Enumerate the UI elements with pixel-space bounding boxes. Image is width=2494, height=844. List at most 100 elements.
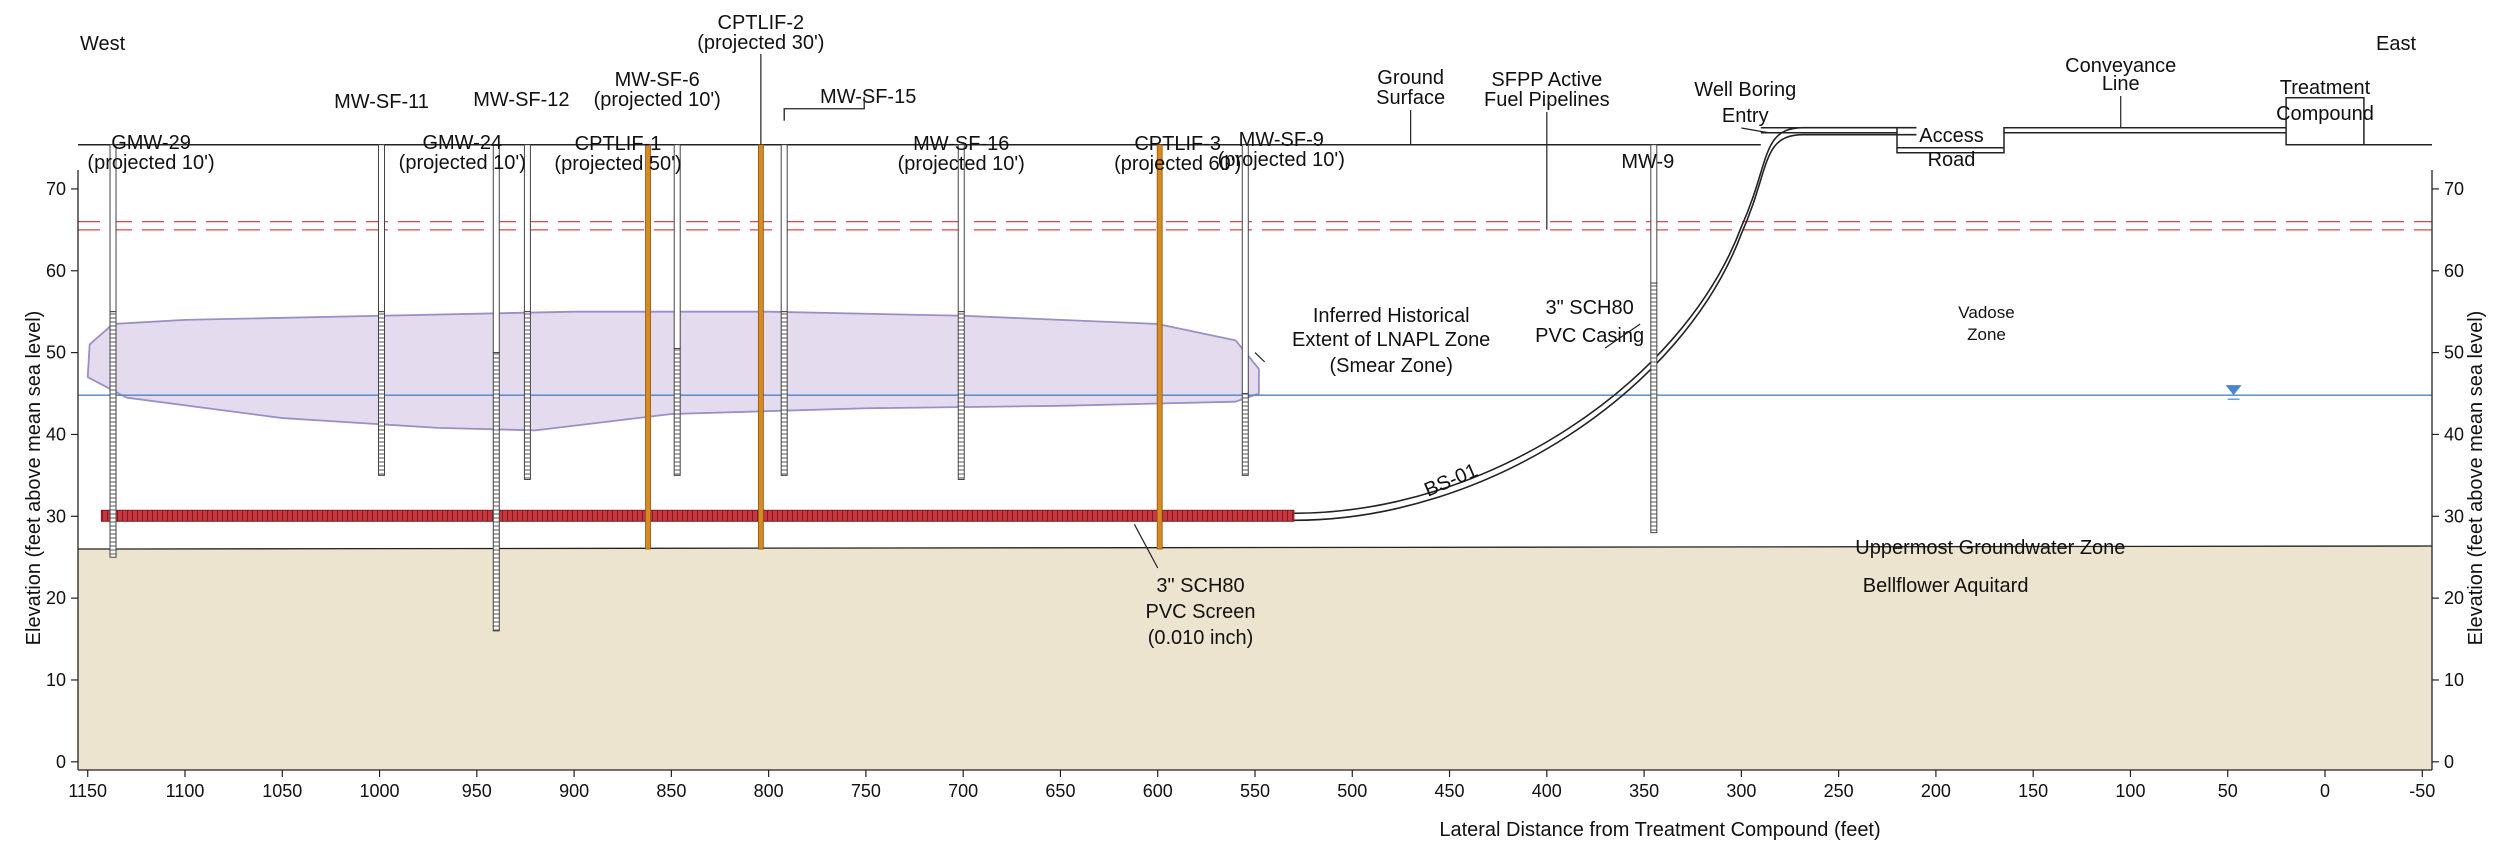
ground-surface-label: Ground [1377, 67, 1444, 89]
cpt-sublabel: (projected 30') [697, 32, 824, 54]
well-boring-casing-outer [1293, 126, 1917, 515]
x-tick-label: 1100 [166, 781, 205, 801]
cpt-label: CPTLIF-2 [718, 12, 805, 34]
pvc-screen-label: 3" SCH80 [1156, 575, 1244, 597]
x-axis-title: Lateral Distance from Treatment Compound… [1439, 819, 1880, 841]
pvc-casing-label: 3" SCH80 [1545, 297, 1633, 319]
x-tick-label: 850 [656, 781, 686, 801]
well-screen [957, 311, 965, 480]
leader-line [783, 96, 865, 121]
x-tick-label: 0 [2320, 781, 2330, 801]
well-boring-casing-inner [1293, 133, 1917, 522]
y-tick-label: 0 [2444, 752, 2454, 772]
well-casing [377, 144, 385, 313]
cpt-boring [757, 144, 764, 550]
well-casing [780, 144, 788, 313]
vadose-zone-label: Zone [1967, 325, 2006, 344]
well-screen [109, 311, 117, 558]
well-sublabel: (projected 10') [898, 153, 1025, 175]
well-screen [377, 311, 385, 476]
conveyance-line [1760, 126, 2287, 154]
y-tick-label: 30 [2444, 506, 2464, 526]
x-tick-label: 550 [1240, 781, 1270, 801]
bs01-label: BS-01 [1421, 459, 1481, 501]
y-tick-label: 0 [56, 752, 66, 772]
feature-labels: GMW-29(projected 10')MW-SF-11GMW-24(proj… [87, 12, 2374, 649]
well-label: MW-SF-11 [334, 91, 429, 113]
well-screen [780, 311, 788, 476]
bellflower-aquitard-fill [78, 546, 2432, 770]
y-tick-label: 20 [46, 588, 66, 608]
monitoring-wells [109, 144, 1658, 632]
aquitard-label: Bellflower Aquitard [1863, 575, 2029, 597]
cpt-sublabel: (projected 60') [1114, 153, 1241, 175]
well-label: GMW-29 [111, 132, 191, 154]
x-tick-label: 1050 [262, 781, 302, 801]
x-tick-label: 950 [462, 781, 492, 801]
pvc-screen-label: PVC Screen [1145, 601, 1255, 623]
y-tick-label: 20 [2444, 588, 2464, 608]
well-casing [492, 144, 500, 354]
y-tick-label: 60 [2444, 261, 2464, 281]
aquitard-top-line [77, 545, 2433, 550]
ground-surface-label: Surface [1376, 87, 1445, 109]
east-label: East [2376, 33, 2416, 55]
west-label: West [80, 33, 126, 55]
well-label: MW-SF-15 [820, 86, 916, 108]
well-label: MW-SF-9 [1239, 129, 1324, 151]
cpt-sublabel: (projected 50') [554, 153, 681, 175]
pvc-casing-label: PVC Casing [1535, 325, 1644, 347]
leader-line [1604, 323, 1641, 349]
well-boring-entry-label: Well Boring [1694, 79, 1796, 101]
cpt-boring [1156, 144, 1163, 550]
x-tick-label: 900 [559, 781, 589, 801]
x-tick-label: 200 [1921, 781, 1951, 801]
x-tick-label: 250 [1824, 781, 1854, 801]
well-label: MW-SF-16 [913, 133, 1009, 155]
conveyance-line-label: Line [2102, 73, 2140, 95]
groundwater-zone-label: Uppermost Groundwater Zone [1855, 537, 2125, 559]
lnapl-label: Extent of LNAPL Zone [1292, 329, 1490, 351]
x-tick-label: 400 [1532, 781, 1562, 801]
leader-line [1254, 352, 1266, 363]
cpt-boring [645, 144, 651, 550]
y-tick-label: 70 [46, 179, 66, 199]
horizontal-pvc-screen [100, 509, 1295, 522]
axis-ticks: 1150 1100 1050 1000 950 900 850 800 750 700 650 600… [46, 179, 2464, 801]
well-label: MW-SF-12 [473, 89, 569, 111]
lnapl-label: (Smear Zone) [1329, 355, 1452, 377]
well-screen [523, 311, 531, 480]
treatment-compound-label: Compound [2276, 103, 2374, 125]
leader-line [1741, 127, 1769, 134]
y-tick-label: 70 [2444, 179, 2464, 199]
x-tick-label: 750 [851, 781, 881, 801]
access-road-label: Road [1928, 149, 1976, 171]
x-tick-label: 600 [1143, 781, 1173, 801]
y-tick-label: 50 [46, 343, 66, 363]
x-tick-label: 50 [2218, 781, 2238, 801]
x-tick-label: 150 [2018, 781, 2048, 801]
y-tick-label: 60 [46, 261, 66, 281]
x-tick-label: 300 [1726, 781, 1756, 801]
access-road-label: Access [1919, 125, 1983, 147]
conveyance-line-label: Conveyance [2065, 55, 2176, 77]
x-tick-label: 650 [1045, 781, 1075, 801]
y-axis-title-left: Elevation (feet above mean sea level) [23, 311, 45, 646]
well-sublabel: (projected 10') [399, 152, 526, 174]
x-tick-label: 800 [754, 781, 784, 801]
well-casing [673, 144, 681, 350]
y-tick-label: 50 [2444, 343, 2464, 363]
well-label: MW-9 [1621, 151, 1674, 173]
x-tick-label: 500 [1337, 781, 1367, 801]
y-axis-title-right: Elevation (feet above mean sea level) [2465, 311, 2487, 646]
well-sublabel: (projected 10') [594, 89, 721, 111]
well-screen [673, 348, 681, 476]
well-sublabel: (projected 10') [87, 152, 214, 174]
x-tick-label: 1000 [360, 781, 400, 801]
x-tick-label: 450 [1435, 781, 1465, 801]
pvc-screen-label: (0.010 inch) [1148, 627, 1254, 649]
well-sublabel: (projected 10') [1218, 149, 1345, 171]
well-screen [1650, 282, 1658, 534]
water-table-marker-icon [2225, 385, 2242, 396]
